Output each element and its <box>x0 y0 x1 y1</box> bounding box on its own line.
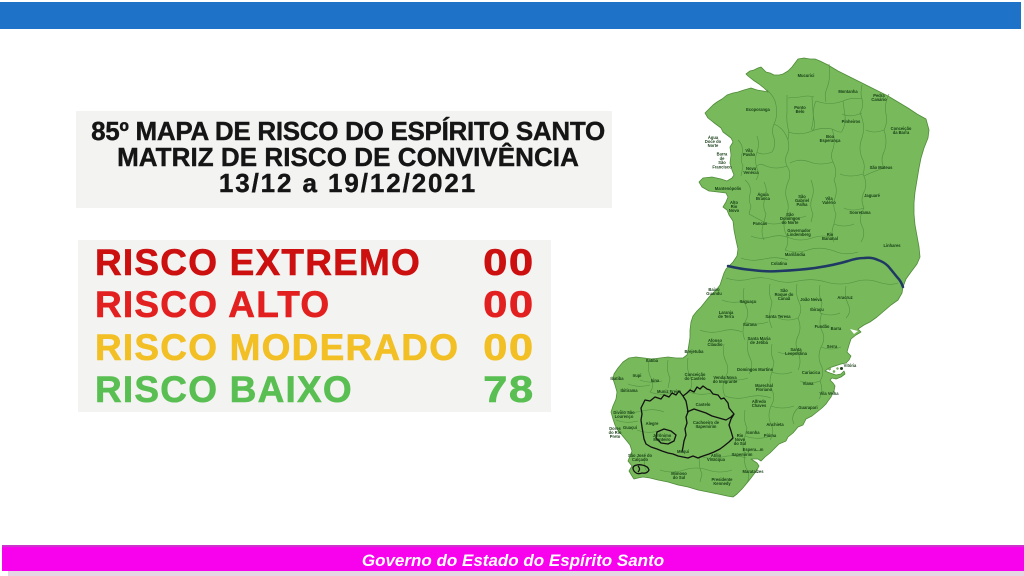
svg-text:Santa Teresa: Santa Teresa <box>765 314 791 319</box>
svg-text:Irupi: Irupi <box>633 373 642 378</box>
svg-text:Itaguaçu: Itaguaçu <box>740 299 757 304</box>
svg-text:Pancas: Pancas <box>753 221 768 226</box>
svg-text:Alegre: Alegre <box>646 421 659 426</box>
svg-text:Ibatiba: Ibatiba <box>610 376 624 381</box>
svg-text:Guaçuí: Guaçuí <box>623 425 638 430</box>
svg-text:Ibitirama: Ibitirama <box>620 388 638 393</box>
svg-text:Vitória: Vitória <box>844 363 857 368</box>
svg-text:Jaguaré: Jaguaré <box>864 193 880 198</box>
svg-text:Sooretama: Sooretama <box>849 210 871 215</box>
svg-text:João Neiva: João Neiva <box>800 297 822 302</box>
svg-text:Mantenópolis: Mantenópolis <box>715 186 742 191</box>
svg-text:Ibiraçu: Ibiraçu <box>810 307 824 312</box>
svg-text:Colatina: Colatina <box>771 261 788 266</box>
svg-text:Muqui: Muqui <box>677 449 689 454</box>
svg-text:Pinheiros: Pinheiros <box>842 119 861 124</box>
svg-text:Cariacica: Cariacica <box>802 370 821 375</box>
svg-text:Marataizes: Marataizes <box>743 469 765 474</box>
svg-text:Muniz Freire: Muniz Freire <box>657 389 682 394</box>
svg-text:Barra: Barra <box>831 326 842 331</box>
svg-text:Anchieta: Anchieta <box>766 422 784 427</box>
svg-text:Aracruz: Aracruz <box>837 295 852 300</box>
svg-text:Ecoporanga: Ecoporanga <box>746 107 770 112</box>
svg-text:Espera...m: Espera...m <box>743 447 764 452</box>
svg-text:Montanha: Montanha <box>838 89 858 94</box>
svg-text:Fundão: Fundão <box>815 324 830 329</box>
svg-text:Mucurici: Mucurici <box>798 73 815 78</box>
svg-text:Itarana: Itarana <box>743 322 757 327</box>
svg-text:Marilândia: Marilândia <box>785 252 806 257</box>
svg-text:Iconha: Iconha <box>746 430 760 435</box>
svg-text:Viana: Viana <box>803 381 815 386</box>
svg-text:Itapemirim: Itapemirim <box>732 452 753 457</box>
svg-text:Brejetuba: Brejetuba <box>685 349 705 354</box>
svg-text:Piúma: Piúma <box>764 433 777 438</box>
svg-text:Castelo: Castelo <box>696 402 711 407</box>
svg-text:Vila Velha: Vila Velha <box>819 391 839 396</box>
svg-text:Guarapari: Guarapari <box>798 405 817 410</box>
svg-text:Itatiba: Itatiba <box>646 358 659 363</box>
svg-text:Domingos Martins: Domingos Martins <box>737 367 773 372</box>
svg-text:São Mateus: São Mateus <box>870 165 893 170</box>
svg-text:Linhares: Linhares <box>883 243 901 248</box>
svg-text:Iúna: Iúna <box>651 378 660 383</box>
svg-text:Serra: Serra <box>827 344 838 349</box>
